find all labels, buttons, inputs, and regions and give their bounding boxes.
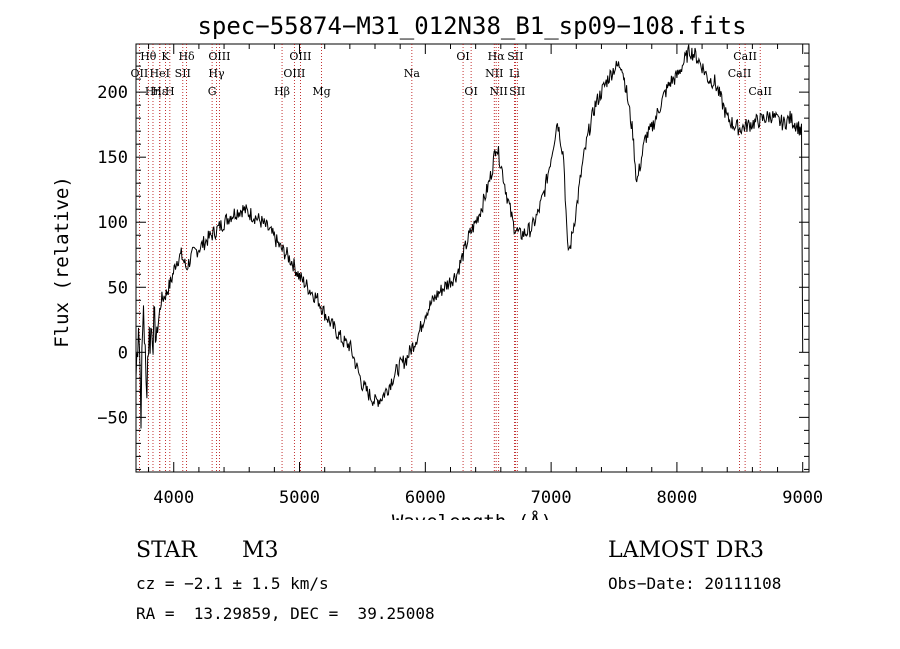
line-marker-label: K (161, 50, 170, 63)
survey-name: LAMOST DR3 (608, 538, 764, 563)
x-axis-label: Wavelength (Å) (392, 510, 552, 520)
line-marker-label: NII (485, 67, 503, 80)
chart-title: spec−55874−M31_012N38_B1_sp09−108.fits (197, 12, 746, 40)
spectrum-line (135, 44, 804, 429)
redshift-text: cz = −2.1 ± 1.5 km/s (136, 574, 329, 593)
radec-text: RA = 13.29859, DEC = 39.25008 (136, 604, 435, 623)
line-marker-label: HeI (150, 67, 170, 80)
line-marker-label: Hθ (140, 50, 157, 63)
x-tick-label: 9000 (782, 488, 823, 508)
object-subclass: M3 (242, 538, 279, 563)
line-marker-label: Li (509, 67, 520, 80)
x-tick-label: 6000 (405, 488, 446, 508)
line-marker-label: H (165, 85, 175, 98)
x-tick-label: 5000 (279, 488, 320, 508)
line-marker-label: Hγ (208, 67, 225, 80)
obs-date-text: Obs−Date: 20111108 (608, 574, 782, 593)
y-tick-label: 0 (118, 343, 128, 363)
line-marker-label: Mg (312, 85, 330, 98)
line-marker-label: OI (456, 50, 469, 63)
y-tick-label: 150 (97, 148, 128, 168)
line-marker-label: SII (175, 67, 191, 80)
line-marker-label: CaII (733, 50, 757, 63)
line-marker-label: Hβ (274, 85, 290, 98)
y-tick-label: 100 (97, 213, 128, 233)
y-tick-label: −50 (97, 408, 128, 428)
spectrum-plot: spec−55874−M31_012N38_B1_sp09−108.fits H… (51, 12, 823, 520)
x-tick-label: 4000 (153, 488, 194, 508)
line-marker-label: SII (507, 50, 523, 63)
line-marker-label: SII (509, 85, 525, 98)
y-tick-label: 200 (97, 83, 128, 103)
line-marker-label: G (208, 85, 217, 98)
axis-ticks: 4000 5000 6000 7000 8000 9000 −50 0 50 100 150 200 (97, 44, 823, 508)
line-marker-label: Hε (152, 85, 168, 98)
line-marker-label: Hα (488, 50, 506, 63)
line-marker-label: OIII (208, 50, 230, 63)
x-tick-label: 7000 (531, 488, 572, 508)
line-marker-label: OIII (289, 50, 311, 63)
line-marker-label: NII (490, 85, 508, 98)
plot-frame (135, 43, 810, 473)
line-marker-label: OIII (283, 67, 305, 80)
line-marker-label: OI (464, 85, 477, 98)
line-marker-label: CaII (748, 85, 772, 98)
line-marker-label: OII (131, 67, 149, 80)
line-marker-label: Hδ (178, 50, 195, 63)
line-marker-label: Na (404, 67, 421, 80)
object-class: STAR (136, 538, 197, 563)
x-tick-label: 8000 (656, 488, 697, 508)
y-tick-label: 50 (108, 278, 128, 298)
line-marker-label: CaII (728, 67, 752, 80)
line-markers: HθOIIHηHεHeIKHSIIHδGHγOIIIHβOIIIOIIIMgNa… (131, 44, 772, 472)
y-axis-label: Flux (relative) (51, 176, 73, 348)
line-marker-label: Hη (145, 85, 161, 98)
